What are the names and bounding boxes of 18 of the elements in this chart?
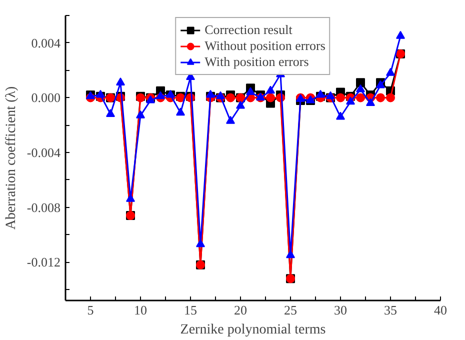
x-tick-label: 15 xyxy=(184,302,197,318)
legend-label: Without position errors xyxy=(204,38,326,54)
x-tick-label: 5 xyxy=(87,302,94,318)
y-tick-label: 0.004 xyxy=(31,35,61,50)
y-tick-label: -0.004 xyxy=(26,145,61,160)
legend-label: With position errors xyxy=(204,54,309,70)
x-tick-label: 30 xyxy=(334,302,347,318)
x-tick-label: 10 xyxy=(134,302,147,318)
legend-label: Correction result xyxy=(204,22,292,38)
x-axis-title: Zernike polynomial terms xyxy=(180,322,326,338)
y-axis-title: Aberration coefficient (λ) xyxy=(4,86,19,230)
y-tick-label: -0.008 xyxy=(26,200,61,215)
x-tick-label: 40 xyxy=(434,302,447,318)
y-tick-label: -0.012 xyxy=(26,254,61,270)
y-tick-label: 0.000 xyxy=(31,90,60,106)
x-tick-label: 25 xyxy=(284,302,297,318)
x-tick-label: 35 xyxy=(384,302,397,318)
x-tick-label: 20 xyxy=(234,302,247,318)
